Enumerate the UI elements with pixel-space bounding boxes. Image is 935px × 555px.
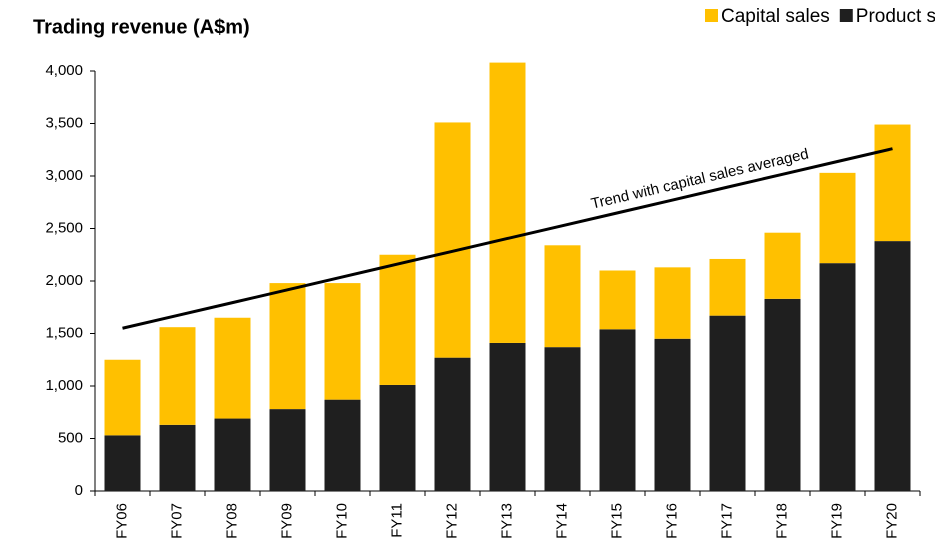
bar-segment <box>599 329 636 491</box>
x-tick-label: FY16 <box>663 503 680 539</box>
y-tick-label: 2,500 <box>45 219 83 236</box>
bar-segment <box>214 418 251 491</box>
bar-segment <box>159 424 196 491</box>
y-tick-label: 3,500 <box>45 114 83 131</box>
x-tick-label: FY08 <box>223 503 240 539</box>
legend-label: Capital sales <box>721 6 830 27</box>
bar-segment <box>324 399 361 491</box>
y-tick-label: 1,000 <box>45 377 83 394</box>
bar-segment <box>159 327 196 425</box>
y-tick-label: 0 <box>75 482 83 499</box>
x-tick-label: FY07 <box>168 503 185 539</box>
bar-segment <box>379 384 416 491</box>
bar-segment <box>654 267 691 339</box>
bar-segment <box>269 283 306 410</box>
bar-segment <box>654 338 691 491</box>
x-tick-label: FY06 <box>113 503 130 539</box>
bar-segment <box>269 409 306 491</box>
bar-segment <box>709 258 746 316</box>
x-tick-label: FY12 <box>443 503 460 539</box>
bar-segment <box>819 172 856 264</box>
bar-segment <box>104 359 141 436</box>
bar-segment <box>489 342 526 491</box>
bar-segment <box>434 357 471 491</box>
y-tick-label: 3,000 <box>45 167 83 184</box>
x-tick-label: FY13 <box>498 503 515 539</box>
x-tick-label: FY19 <box>828 503 845 539</box>
x-tick-label: FY09 <box>278 503 295 539</box>
bar-segment <box>709 315 746 491</box>
legend-swatch <box>839 9 853 22</box>
y-tick-label: 4,000 <box>45 62 83 79</box>
bar-segment <box>874 124 911 242</box>
bar-segment <box>764 298 801 491</box>
legend-label: Product support <box>856 6 935 27</box>
x-tick-label: FY20 <box>883 503 900 539</box>
bar-segment <box>819 263 856 491</box>
bar-segment <box>764 232 801 299</box>
bar-segment <box>489 62 526 343</box>
y-tick-label: 500 <box>58 429 83 446</box>
bar-segment <box>214 317 251 419</box>
trend-line <box>122 147 893 330</box>
chart-title: Trading revenue (A$m) <box>33 16 250 38</box>
y-tick-label: 1,500 <box>45 324 83 341</box>
bar-segment <box>324 283 361 400</box>
bar-segment <box>599 270 636 330</box>
x-tick-label: FY17 <box>718 503 735 539</box>
bar-segment <box>104 435 141 491</box>
x-tick-label: FY18 <box>773 503 790 539</box>
y-tick-label: 2,000 <box>45 272 83 289</box>
bar-segment <box>379 254 416 385</box>
x-tick-label: FY10 <box>333 503 350 539</box>
x-tick-label: FY14 <box>553 503 570 539</box>
legend-swatch <box>705 9 718 22</box>
bar-segment <box>434 122 471 358</box>
x-tick-label: FY11 <box>388 503 405 538</box>
x-tick-label: FY15 <box>608 503 625 539</box>
trend-label: Trend with capital sales averaged <box>589 145 810 212</box>
bar-segment <box>544 245 581 348</box>
bar-segment <box>544 347 581 491</box>
bar-segment <box>874 241 911 491</box>
